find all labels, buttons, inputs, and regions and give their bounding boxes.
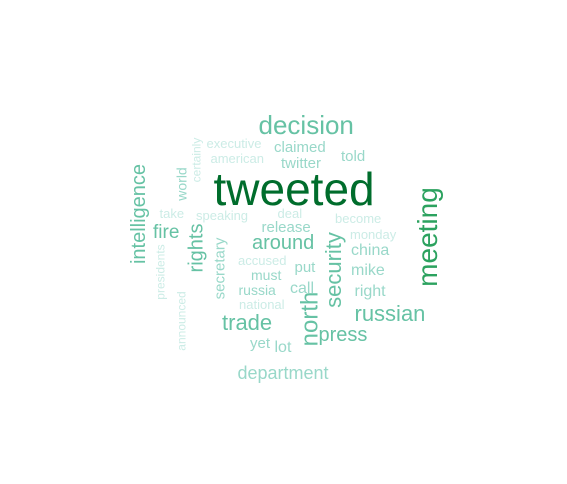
word-trade: trade bbox=[222, 310, 273, 335]
word-speaking: speaking bbox=[196, 207, 249, 223]
word-american: american bbox=[210, 150, 264, 166]
word-mike: mike bbox=[351, 262, 385, 279]
word-tweeted: tweeted bbox=[213, 163, 375, 215]
word-told: told bbox=[341, 147, 366, 165]
word-certainly: certainly bbox=[188, 137, 203, 183]
word-intelligence: intelligence bbox=[128, 163, 151, 265]
word-executive: executive bbox=[206, 135, 262, 151]
word-become: become bbox=[335, 210, 382, 226]
word-monday: monday bbox=[350, 226, 397, 242]
word-national: national bbox=[239, 296, 285, 312]
word-put: put bbox=[294, 258, 316, 276]
word-release: release bbox=[261, 218, 311, 236]
word-announced: announced bbox=[174, 291, 189, 351]
word-around: around bbox=[252, 232, 315, 254]
word-fire: fire bbox=[153, 221, 180, 243]
word-world: world bbox=[173, 167, 190, 201]
word-decision: decision bbox=[258, 110, 354, 140]
word-right: right bbox=[354, 283, 386, 300]
word-twitter: twitter bbox=[281, 154, 322, 172]
word-secretary: secretary bbox=[211, 237, 229, 299]
word-lot: lot bbox=[274, 339, 292, 356]
word-russia: russia bbox=[238, 282, 276, 298]
word-take: take bbox=[159, 205, 185, 221]
word-claimed: claimed bbox=[274, 138, 326, 156]
word-rights: rights bbox=[184, 223, 207, 273]
word-security: security bbox=[320, 232, 346, 308]
word-yet: yet bbox=[250, 334, 271, 352]
word-meeting: meeting bbox=[411, 187, 443, 287]
word-call: call bbox=[290, 280, 315, 297]
word-deal: deal bbox=[277, 205, 303, 221]
word-china: china bbox=[351, 242, 390, 259]
word-must: must bbox=[251, 267, 282, 283]
word-presidents: presidents bbox=[153, 244, 168, 300]
word-accused: accused bbox=[238, 252, 287, 268]
word-press: press bbox=[318, 324, 368, 346]
word-department: department bbox=[237, 363, 329, 383]
word-russian: russian bbox=[354, 301, 426, 326]
